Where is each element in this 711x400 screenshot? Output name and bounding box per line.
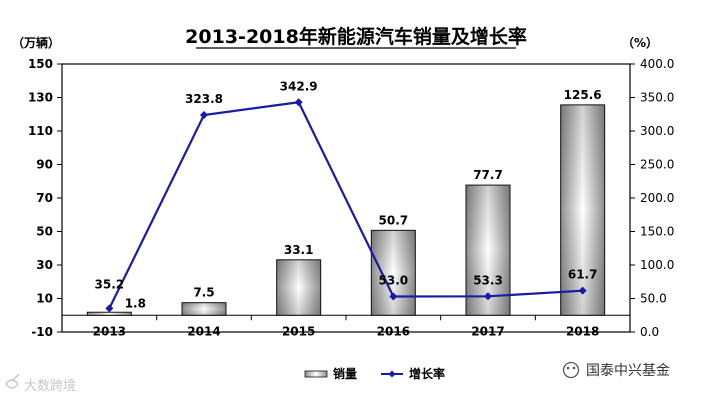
wechat-icon [562,361,580,379]
legend-bar-swatch [304,370,328,378]
y-right-tick-label: 400.0 [640,57,674,71]
y-left-tick-label: 130 [28,91,53,105]
y-left-tick-label: 150 [28,57,53,71]
x-tick-label: 2016 [377,324,410,338]
growth-data-label: 342.9 [280,79,318,93]
legend-line-marker [388,370,396,378]
y-right-tick-label: 150.0 [640,225,674,239]
bar-shade [276,259,321,316]
watermark-left: 大数跨境 [5,373,76,394]
legend-bar-label: 销量 [333,366,357,381]
y-left-tick-label: -10 [31,325,53,339]
y-right-unit: （%） [622,35,658,50]
growth-data-label: 61.7 [568,268,598,282]
watermark-right-text: 国泰中兴基金 [586,362,670,379]
x-tick-label: 2015 [282,324,315,338]
y-left-tick-label: 10 [36,292,53,306]
y-right-tick-label: 200.0 [640,191,674,205]
growth-data-label: 323.8 [185,92,223,106]
bar-data-label: 1.8 [125,296,146,310]
y-left-tick-label: 70 [36,191,53,205]
y-right-tick-label: 50.0 [640,292,667,306]
bar-data-label: 77.7 [473,168,503,182]
y-right-tick-label: 250.0 [640,158,674,172]
bar-data-label: 50.7 [379,213,409,227]
legend: 销量 增长率 [304,366,445,381]
y-left-tick-label: 110 [28,124,53,138]
y-right-tick-label: 0.0 [640,325,659,339]
growth-point [200,111,208,120]
growth-data-label: 35.2 [95,277,125,291]
growth-data-label: 53.3 [473,273,503,287]
y-left-tick-label: 50 [36,225,53,239]
x-tick-label: 2018 [566,324,599,338]
y-right-tick-label: 300.0 [640,124,674,138]
y-right-tick-label: 350.0 [640,91,674,105]
growth-point [484,292,492,301]
x-tick-label: 2014 [187,324,220,338]
x-tick-label: 2013 [93,324,126,338]
bar-shade [560,104,605,316]
wechat-icon-dot [566,366,570,370]
bar-data-label: 7.5 [193,286,214,300]
legend-line-label: 增长率 [409,366,445,381]
y-left-tick-label: 30 [36,258,53,272]
growth-point [578,286,587,295]
watermark-left-logo [5,373,20,389]
growth-point [105,304,114,313]
chart-title: 2013-2018年新能源汽车销量及增长率 [185,25,527,48]
y-right-tick-label: 100.0 [640,258,674,272]
x-tick-label: 2017 [471,324,504,338]
growth-point [294,98,303,107]
watermark-right: 国泰中兴基金 [562,361,670,379]
growth-point [389,292,398,301]
bar-data-label: 125.6 [564,88,602,102]
wechat-icon-dot-2 [572,366,576,370]
growth-data-label: 53.0 [379,273,409,287]
bar [86,311,132,316]
y-left-unit: （万辆） [12,35,60,50]
growth-line [108,101,583,309]
bar-data-label: 33.1 [284,243,314,257]
bar-shade [371,230,416,316]
bar-shade [182,302,226,316]
plot-area: -10 10 30 50 70 90 110 130 150 0.0 50.0 100.0 150.0 2… [28,57,674,339]
watermark-left-text: 大数跨境 [24,379,76,394]
y-left-tick-label: 90 [36,158,53,172]
